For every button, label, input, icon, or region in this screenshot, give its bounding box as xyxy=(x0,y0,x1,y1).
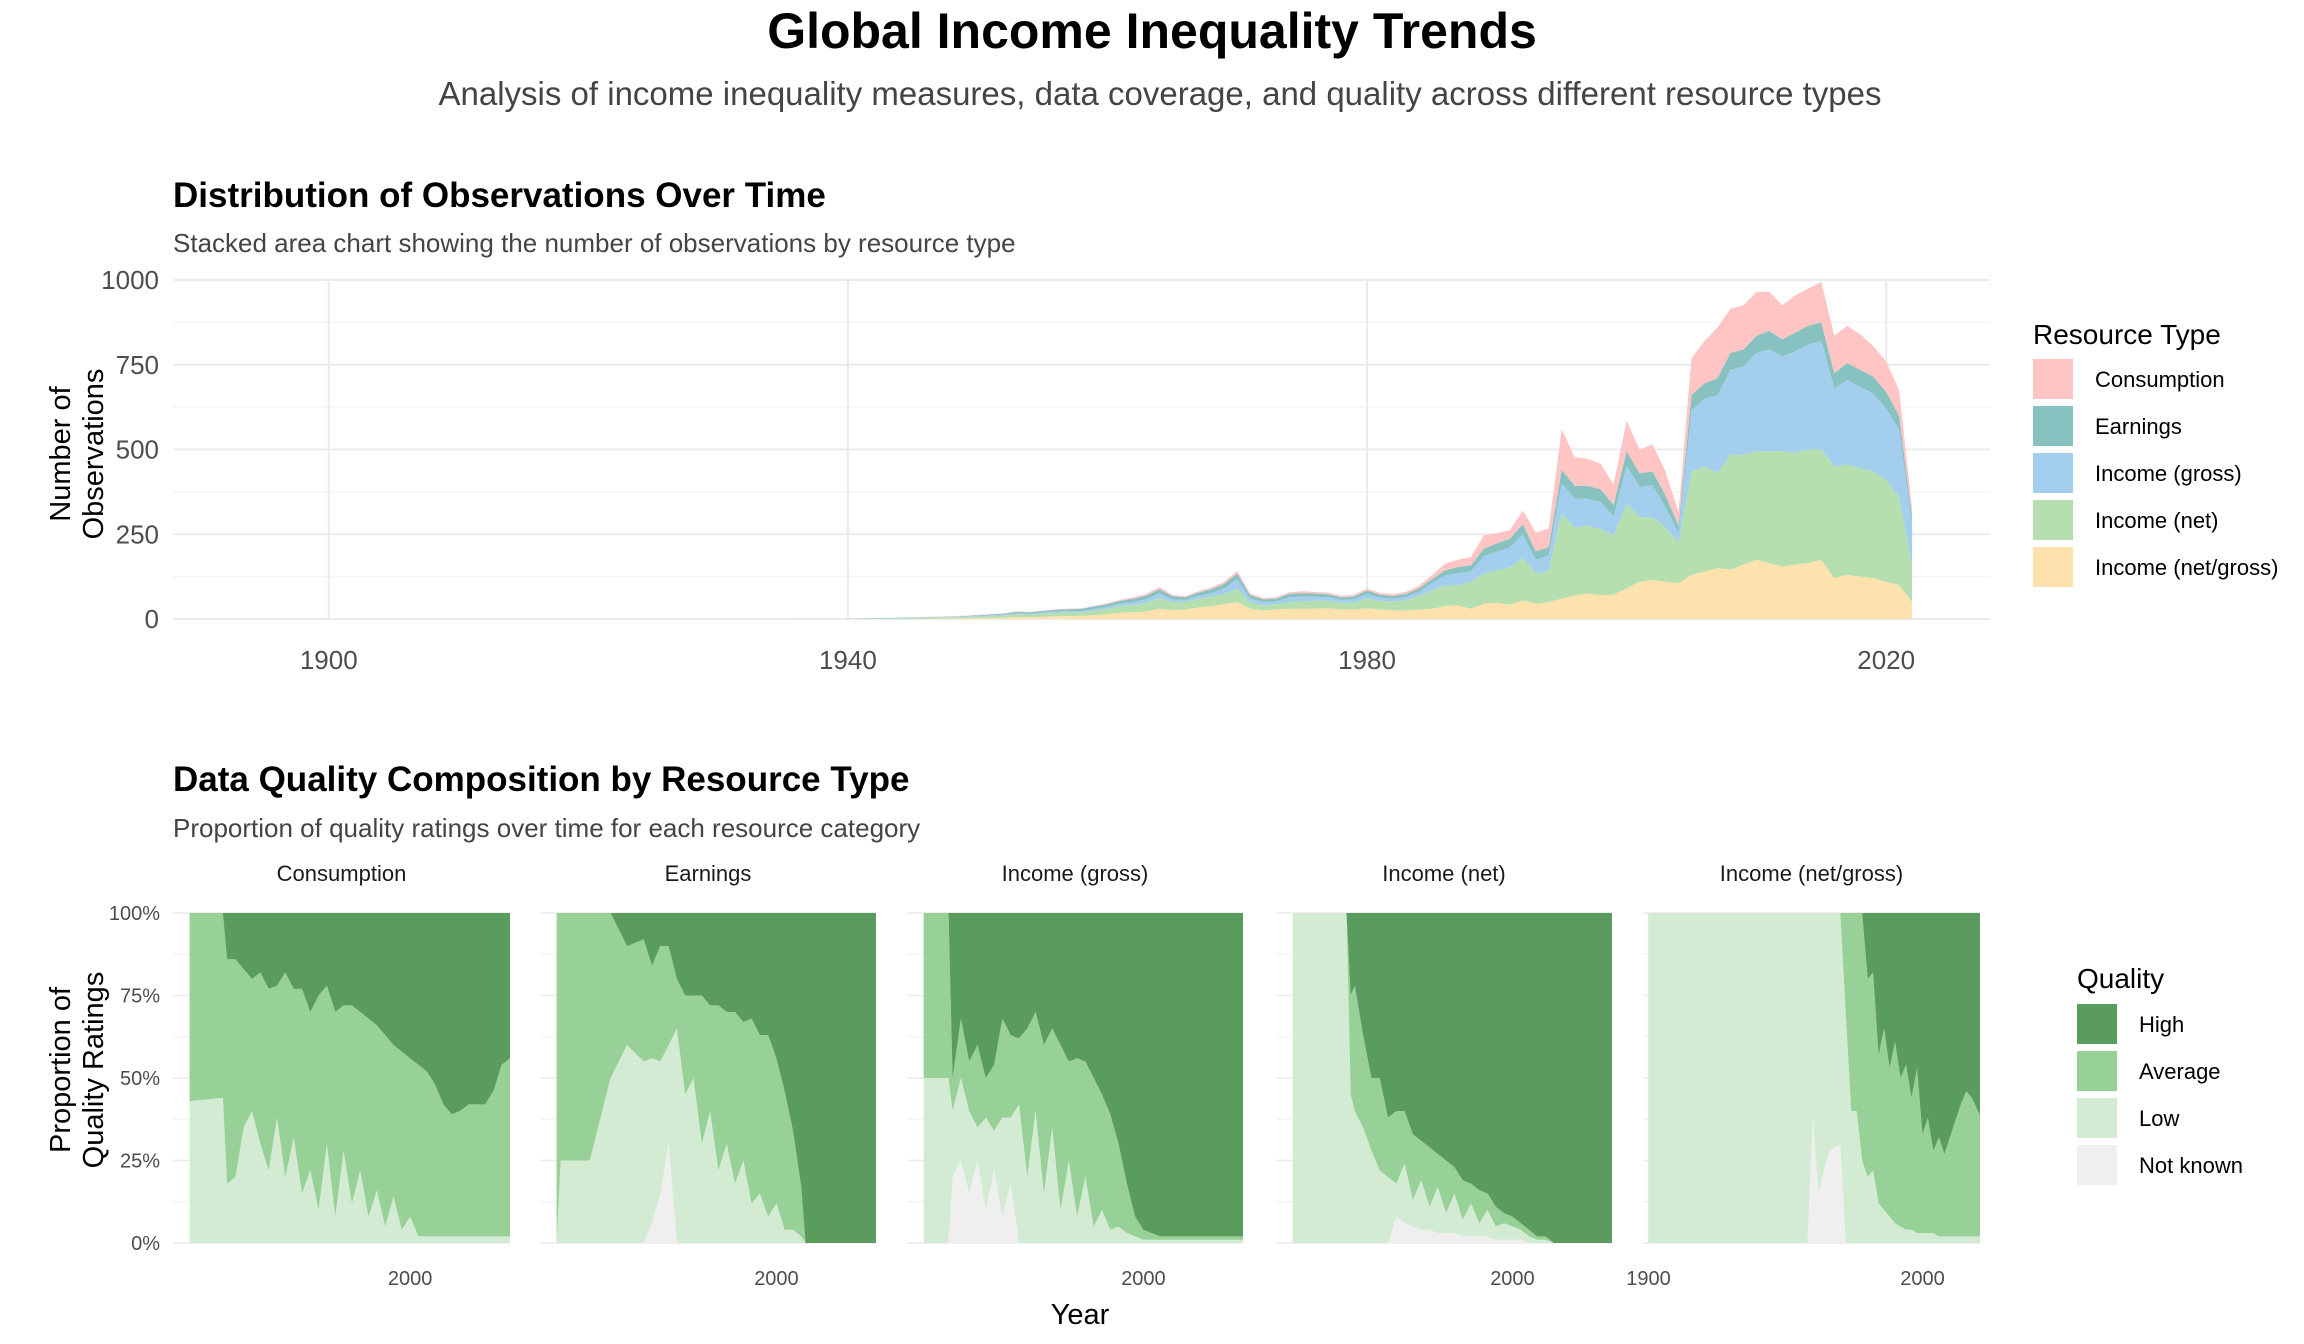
facet-areas xyxy=(1292,913,1612,1243)
quality-area-average xyxy=(923,913,1243,1240)
facet-x-tick-label: 2000 xyxy=(1490,1268,1535,1290)
legend-label-average: Average xyxy=(2139,1059,2221,1084)
y-tick-label: 1000 xyxy=(101,265,159,295)
quality-area-high xyxy=(1648,913,1980,1154)
y-tick-label: 50% xyxy=(120,1068,160,1090)
legend-label-income-net: Income (net) xyxy=(2095,508,2219,533)
facet-earnings: 2000 Earnings xyxy=(540,861,876,1290)
quality-area-average xyxy=(189,913,510,1237)
quality-facets: 2000 Consumption 2000 Earnings 2000 Income (g… xyxy=(173,861,1980,1290)
facet-x-tick-label: 1900 xyxy=(1626,1268,1671,1290)
y-tick-label: 750 xyxy=(116,350,159,380)
facet-strip-label: Income (gross) xyxy=(1002,861,1149,886)
facet-x-tick-label: 2000 xyxy=(388,1268,433,1290)
legend-label-income-net-gross: Income (net/gross) xyxy=(2095,555,2278,580)
legend-label-earnings: Earnings xyxy=(2095,414,2182,439)
quality-area-low xyxy=(556,1028,876,1243)
quality-area-not-known xyxy=(1292,1216,1612,1243)
resource-type-legend: Resource Type Consumption Earnings Income … xyxy=(2033,319,2278,587)
x-tick-label: 1980 xyxy=(1338,645,1396,675)
quality-area-average xyxy=(1292,913,1612,1243)
panel1-area-layers xyxy=(783,281,1913,619)
facet-consumption: 2000 Consumption xyxy=(173,861,510,1290)
facet-income-net: 2000 Income (net) xyxy=(1276,861,1612,1290)
quality-legend: Quality High Average Low Not known xyxy=(2077,963,2243,1185)
legend-label-high: High xyxy=(2139,1012,2184,1037)
quality-area-average xyxy=(556,913,876,1243)
facet-areas xyxy=(923,913,1243,1243)
quality-area-low xyxy=(1292,913,1612,1243)
quality-area-average xyxy=(1648,913,1980,1237)
legend-key-income-net-gross xyxy=(2033,547,2073,587)
panel1-subtitle: Stacked area chart showing the number of… xyxy=(173,228,1016,258)
quality-area-high xyxy=(923,913,1243,1237)
panel2-title: Data Quality Composition by Resource Typ… xyxy=(173,760,909,799)
legend-key-income-net xyxy=(2033,500,2073,540)
panel2-subtitle: Proportion of quality ratings over time … xyxy=(173,813,920,843)
area-income-net xyxy=(783,449,1913,619)
quality-area-low xyxy=(923,1078,1243,1243)
facet-strip-label: Income (net) xyxy=(1382,861,1506,886)
panel1-title: Distribution of Observations Over Time xyxy=(173,176,826,215)
legend-key-high xyxy=(2077,1004,2117,1044)
x-tick-label: 1900 xyxy=(300,645,358,675)
panel1-ylabel-line1: Number of xyxy=(45,385,77,521)
panel2-ylabel-line2: Quality Ratings xyxy=(78,972,110,1169)
area-income-net-gross xyxy=(783,559,1913,619)
legend1-title: Resource Type xyxy=(2033,319,2221,350)
panel1-axis-ticks: 0 250 500 750 1000 1900 1940 1980 2020 xyxy=(101,265,1915,675)
facet-areas xyxy=(556,913,876,1243)
legend-key-average xyxy=(2077,1051,2117,1091)
quality-area-low xyxy=(1648,913,1980,1243)
facet-strip-label: Income (net/gross) xyxy=(1720,861,1903,886)
y-tick-label: 500 xyxy=(116,435,159,465)
x-tick-label: 2020 xyxy=(1857,645,1915,675)
y-tick-label: 75% xyxy=(120,986,160,1008)
facet-income-gross: 2000 Income (gross) xyxy=(907,861,1243,1290)
facet-strip-label: Consumption xyxy=(277,861,407,886)
legend-label-not-known: Not known xyxy=(2139,1153,2243,1178)
panel1-ylabel-line2: Observations xyxy=(78,369,110,540)
legend-label-consumption: Consumption xyxy=(2095,367,2225,392)
y-tick-label: 100% xyxy=(109,903,160,925)
facet-x-tick-label: 2000 xyxy=(1121,1268,1166,1290)
main-title: Global Income Inequality Trends xyxy=(767,3,1537,59)
panel2-ylabel-line1: Proportion of xyxy=(45,986,77,1153)
facet-areas xyxy=(1648,913,1980,1243)
legend-key-not-known xyxy=(2077,1145,2117,1185)
y-tick-label: 250 xyxy=(116,519,159,549)
area-income-gross xyxy=(783,341,1913,619)
y-tick-label: 0 xyxy=(145,604,159,634)
legend-key-low xyxy=(2077,1098,2117,1138)
legend-key-consumption xyxy=(2033,359,2073,399)
quality-area-low xyxy=(189,1097,510,1243)
y-tick-label: 0% xyxy=(131,1233,160,1255)
panel2-xlabel: Year xyxy=(1051,1299,1110,1331)
legend-label-low: Low xyxy=(2139,1106,2179,1131)
facet-x-tick-label: 2000 xyxy=(1900,1268,1945,1290)
facet-areas xyxy=(189,913,510,1243)
quality-area-high xyxy=(189,913,510,1115)
quality-area-not-known xyxy=(1648,1117,1980,1243)
y-tick-label: 25% xyxy=(120,1151,160,1173)
facet-income-net-gross: 1900 2000 Income (net/gross) xyxy=(1626,861,1980,1290)
main-subtitle: Analysis of income inequality measures, … xyxy=(439,75,1882,112)
panel2-ylabel: Proportion of Quality Ratings xyxy=(45,972,110,1169)
area-consumption xyxy=(783,281,1913,619)
legend-key-earnings xyxy=(2033,406,2073,446)
legend-label-income-gross: Income (gross) xyxy=(2095,461,2242,486)
facet-strip-label: Earnings xyxy=(665,861,752,886)
x-tick-label: 1940 xyxy=(819,645,877,675)
legend-key-income-gross xyxy=(2033,453,2073,493)
legend2-title: Quality xyxy=(2077,963,2164,994)
quality-area-high xyxy=(556,913,876,1243)
panel2-y-ticks: 0% 25% 50% 75% 100% xyxy=(109,903,160,1255)
quality-area-high xyxy=(1292,913,1612,1243)
quality-area-not-known xyxy=(923,1160,1243,1243)
facet-x-tick-label: 2000 xyxy=(754,1268,799,1290)
panel1-ylabel: Number of Observations xyxy=(45,369,110,540)
